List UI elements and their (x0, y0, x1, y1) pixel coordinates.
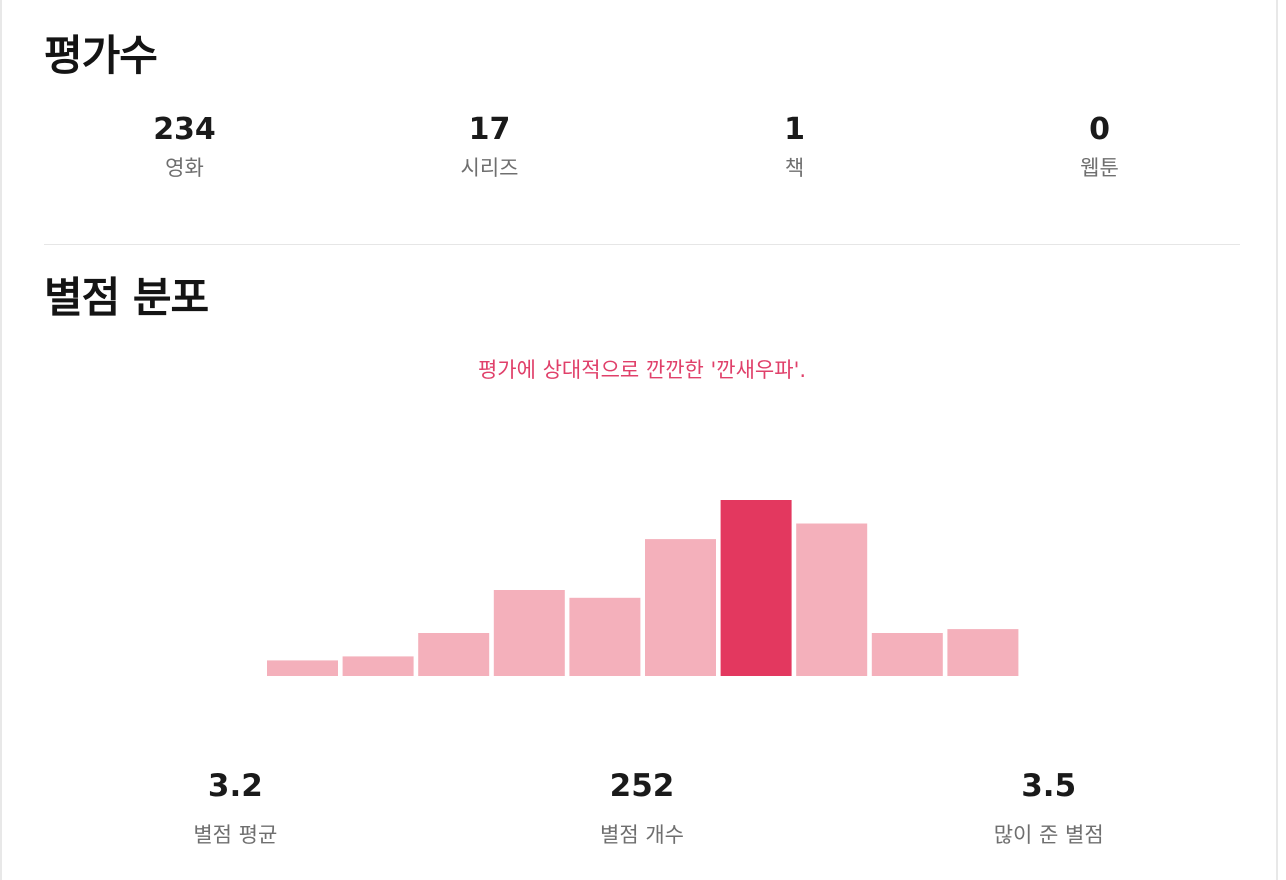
rating-histogram (267, 500, 1019, 676)
stat-label: 별점 평균 (193, 823, 278, 847)
histogram-bar-3.5 (720, 500, 792, 676)
count-movies: 234 영화 (32, 110, 337, 182)
stat-label: 많이 준 별점 (993, 823, 1104, 847)
stat-average: 3.2 별점 평균 (32, 765, 439, 849)
rating-count-title: 평가수 (44, 31, 158, 80)
rating-distribution-title: 별점 분포 (44, 273, 209, 322)
histogram-bar-2.5 (569, 597, 641, 676)
section-divider (44, 244, 1240, 245)
rating-counts: 234 영화 17 시리즈 1 책 0 웹툰 (32, 110, 1252, 182)
stat-label: 별점 개수 (600, 823, 684, 847)
count-label: 웹툰 (1080, 156, 1119, 180)
count-label: 시리즈 (460, 156, 519, 180)
count-value: 1 (784, 112, 805, 147)
rating-stats: 3.2 별점 평균 252 별점 개수 3.5 많이 준 별점 (32, 765, 1252, 849)
stat-count: 252 별점 개수 (439, 765, 846, 849)
count-value: 17 (468, 112, 511, 147)
count-label: 영화 (165, 156, 204, 180)
count-series: 17 시리즈 (337, 110, 642, 182)
stat-value: 3.2 (207, 768, 263, 804)
stat-most-given: 3.5 많이 준 별점 (845, 765, 1252, 849)
count-value: 0 (1089, 112, 1110, 147)
histogram-bar-0.5 (267, 660, 338, 676)
histogram-bar-4.5 (871, 633, 943, 676)
histogram-bar-3.0 (645, 539, 716, 676)
rating-tendency-comment: 평가에 상대적으로 깐깐한 '깐새우파'. (477, 358, 807, 382)
stat-value: 3.5 (1021, 768, 1077, 804)
stat-value: 252 (609, 768, 675, 804)
histogram-bar-2.0 (493, 590, 565, 676)
count-value: 234 (153, 112, 216, 147)
histogram-bar-4.0 (796, 523, 868, 676)
histogram-bar-1.5 (418, 633, 490, 676)
histogram-bar-1.0 (342, 656, 414, 676)
count-webtoons: 0 웹툰 (947, 110, 1252, 182)
histogram-bar-5.0 (947, 629, 1019, 676)
count-books: 1 책 (642, 110, 947, 182)
count-label: 책 (784, 156, 805, 180)
